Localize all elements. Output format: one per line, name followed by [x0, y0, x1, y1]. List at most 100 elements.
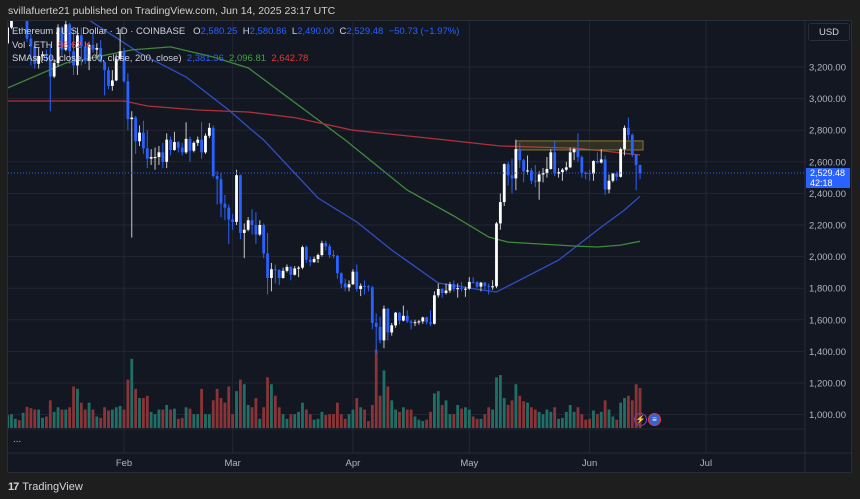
volume-bar	[627, 395, 630, 428]
candle	[235, 169, 238, 225]
sma200-value: 2,642.78	[271, 53, 309, 64]
price-axis[interactable]: 3,200.00 3,000.00 2,800.00 2,600.00 2,400.00…	[809, 63, 846, 422]
candle	[76, 27, 79, 75]
candle	[95, 43, 99, 56]
legend-sma-row[interactable]: SMAs (50, close, 100, close, 200, close)…	[12, 53, 308, 64]
volume-bar	[149, 411, 153, 428]
symbol-title[interactable]: Ethereum / U.S. Dollar · 1D · COINBASE	[12, 26, 186, 37]
candle	[211, 125, 215, 178]
volume-bar	[184, 407, 188, 428]
candle	[60, 25, 64, 56]
volume-bar	[64, 409, 68, 428]
candle	[421, 316, 425, 324]
brand-name: TradingView	[22, 481, 83, 493]
candle	[33, 44, 37, 69]
candle-body	[142, 132, 145, 149]
candle-body	[161, 152, 165, 162]
legend-volume-row[interactable]: Vol · ETH 86.62 K	[12, 40, 91, 51]
volume-bar	[211, 400, 215, 428]
time-tick-label: Mar	[224, 458, 240, 469]
candle	[467, 277, 471, 290]
candle	[367, 285, 370, 292]
candle	[196, 136, 200, 146]
candle-body	[343, 283, 347, 288]
candle	[192, 141, 196, 153]
volume-bar	[320, 411, 324, 428]
candle-body	[56, 27, 60, 64]
candle-body	[599, 159, 603, 163]
more-indicators-button[interactable]: ...	[13, 434, 22, 445]
candle	[510, 158, 514, 194]
candle	[401, 305, 405, 322]
candle	[382, 305, 386, 349]
volume-bar	[266, 377, 269, 428]
candle	[153, 147, 157, 170]
candle-body	[386, 308, 390, 333]
candle-body	[592, 161, 595, 174]
candle	[541, 168, 545, 183]
candle-body	[266, 253, 269, 278]
currency-button[interactable]: USD	[808, 23, 850, 41]
open-label: O	[193, 26, 201, 37]
candle	[165, 133, 169, 169]
volume-bar	[533, 409, 537, 428]
volume-bar	[246, 404, 250, 428]
candle	[254, 212, 258, 244]
candle	[599, 149, 603, 164]
candle	[8, 22, 9, 45]
volume-bar	[572, 411, 576, 428]
candle-body	[250, 220, 254, 225]
volume-bar	[561, 417, 564, 428]
close-label: C	[339, 26, 347, 37]
candle-body	[553, 152, 557, 174]
us-flag-event-icon[interactable]: ≡	[648, 413, 661, 426]
lightning-event-icon[interactable]: ⚡	[634, 413, 647, 426]
volume-bar	[21, 412, 25, 428]
candle	[495, 221, 498, 289]
volume-bar	[200, 388, 203, 428]
volume-bar	[611, 416, 615, 428]
volume-bar	[83, 409, 87, 428]
candle	[215, 171, 219, 205]
volume-bar	[603, 400, 607, 428]
candle-body	[339, 273, 343, 284]
candle-body	[405, 315, 409, 322]
candle-body	[359, 285, 363, 289]
candle	[262, 223, 266, 259]
volume-bar	[107, 410, 110, 428]
volume-bar	[72, 386, 75, 428]
time-axis[interactable]: Feb Mar Apr May Jun Jul	[116, 458, 712, 469]
candle-body	[165, 139, 169, 162]
candle	[56, 24, 60, 67]
candle-body	[564, 167, 568, 170]
candle-body	[110, 80, 114, 86]
candle	[180, 142, 184, 156]
candle	[561, 168, 564, 181]
volume-bar	[312, 419, 316, 428]
candle-body	[60, 27, 64, 50]
volume-bar	[289, 414, 293, 428]
candle	[394, 311, 397, 328]
price-tick-label: 3,200.00	[809, 63, 846, 74]
candle-body	[273, 269, 277, 271]
volume-bar	[487, 407, 491, 428]
candle	[630, 133, 634, 158]
last-price-label: 2,529.48 42:18	[806, 168, 850, 188]
volume-bar	[425, 419, 429, 428]
candle-body	[304, 247, 308, 260]
volume-bar	[114, 407, 118, 428]
candle-body	[367, 286, 370, 288]
volume-bar	[541, 414, 545, 428]
candle	[433, 291, 436, 325]
candle-body	[401, 315, 405, 321]
candle	[207, 123, 211, 139]
volume-bar	[41, 417, 44, 428]
candle-body	[277, 270, 281, 278]
candle	[126, 73, 130, 131]
volume-bar	[126, 379, 130, 428]
candle	[285, 264, 289, 273]
candle	[568, 147, 572, 169]
candle-body	[623, 127, 626, 150]
candle-body	[627, 127, 630, 135]
